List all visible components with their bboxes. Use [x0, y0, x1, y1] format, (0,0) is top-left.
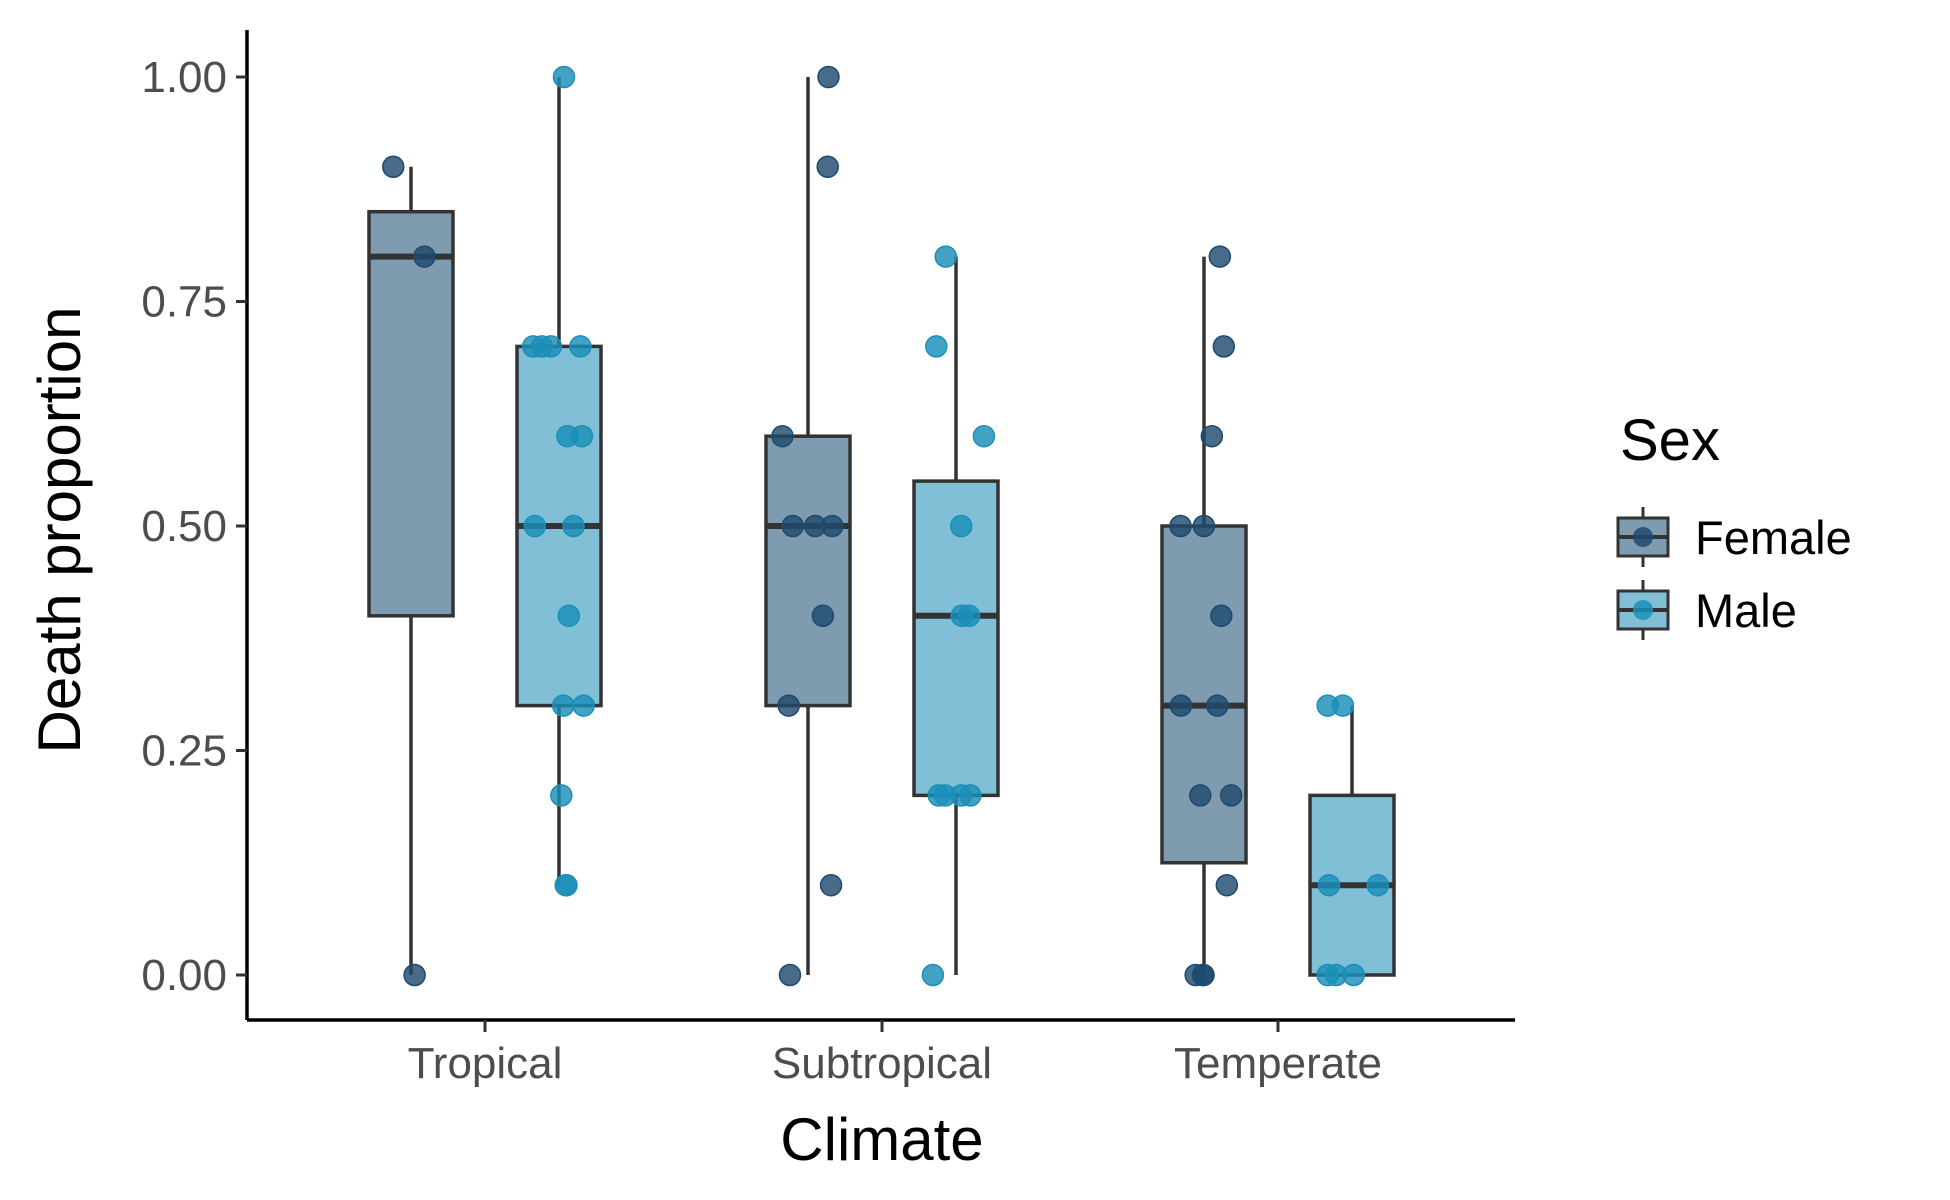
- data-point: [1212, 335, 1236, 358]
- data-point: [949, 514, 973, 538]
- data-point: [1208, 245, 1232, 268]
- data-point: [1200, 424, 1224, 448]
- data-point: [1219, 784, 1243, 807]
- data-point: [921, 963, 945, 987]
- data-point: [1169, 514, 1192, 538]
- data-point: [530, 335, 554, 358]
- data-point: [1316, 694, 1339, 717]
- box-male-tropical: [515, 77, 603, 886]
- legend-point: [1633, 527, 1653, 547]
- legend: Sex Female Male: [1616, 408, 1852, 640]
- y-axis: 0.00 0.25 0.50 0.75 1.00: [141, 30, 249, 1020]
- data-point: [777, 694, 800, 717]
- data-point: [413, 245, 436, 268]
- x-axis-title: Climate: [780, 1106, 983, 1173]
- plot-area: [367, 65, 1396, 987]
- data-point: [811, 604, 835, 628]
- data-point: [950, 604, 974, 628]
- data-point: [572, 694, 595, 717]
- data-point: [1192, 514, 1216, 538]
- legend-title: Sex: [1620, 408, 1720, 473]
- y-tick-label: 0.50: [141, 502, 227, 551]
- box-female-temperate: [1160, 256, 1248, 975]
- data-point: [1206, 694, 1229, 717]
- data-point: [569, 335, 592, 358]
- data-point: [1366, 873, 1390, 897]
- data-point: [403, 963, 426, 987]
- box-rect: [367, 209, 455, 618]
- x-tick-label: Tropical: [408, 1039, 563, 1088]
- data-point: [556, 424, 579, 448]
- box-male-temperate: [1308, 705, 1396, 977]
- data-point: [934, 245, 958, 268]
- x-axis: Tropical Subtropical Temperate: [247, 1018, 1515, 1088]
- data-point: [771, 424, 794, 448]
- y-tick-label: 0.25: [141, 727, 227, 776]
- data-point: [1192, 963, 1215, 987]
- data-point: [554, 873, 577, 897]
- data-point: [552, 65, 576, 89]
- data-point: [817, 65, 840, 89]
- box-female-tropical: [367, 166, 455, 975]
- legend-key-female: [1616, 507, 1670, 567]
- data-point: [557, 604, 581, 628]
- data-point: [778, 963, 802, 987]
- points-female-subtropical: [771, 65, 844, 987]
- data-point: [819, 873, 843, 897]
- points-female-tropical: [381, 155, 436, 987]
- x-tick-label: Temperate: [1174, 1039, 1382, 1088]
- data-point: [1317, 873, 1341, 897]
- data-point: [821, 514, 844, 538]
- data-point: [925, 335, 948, 358]
- data-point: [381, 155, 405, 179]
- y-axis-title: Death proportion: [26, 307, 93, 754]
- data-point: [562, 514, 585, 538]
- data-point: [1210, 604, 1233, 628]
- legend-label-male: Male: [1695, 584, 1797, 637]
- data-point: [1215, 873, 1239, 897]
- box-rect: [1160, 524, 1248, 865]
- data-point: [523, 514, 547, 538]
- legend-label-female: Female: [1695, 511, 1852, 564]
- box-rect: [764, 434, 852, 708]
- data-point: [816, 155, 839, 179]
- y-tick-label: 0.00: [141, 951, 227, 1000]
- data-point: [927, 784, 951, 807]
- y-tick-label: 1.00: [141, 53, 227, 102]
- data-point: [550, 784, 573, 807]
- data-point: [552, 694, 575, 717]
- data-point: [1342, 963, 1365, 987]
- points-male-tropical: [521, 65, 595, 897]
- series-male: [515, 65, 1396, 987]
- data-point: [1189, 784, 1212, 807]
- legend-key-male: [1616, 580, 1670, 640]
- legend-point: [1633, 600, 1653, 620]
- points-male-temperate: [1316, 694, 1390, 987]
- points-male-subtropical: [921, 245, 996, 987]
- data-point: [1169, 694, 1193, 717]
- points-female-temperate: [1169, 245, 1243, 987]
- series-female: [367, 65, 1248, 987]
- data-point: [781, 514, 805, 538]
- data-point: [972, 424, 996, 448]
- x-tick-label: Subtropical: [772, 1039, 992, 1088]
- y-tick-label: 0.75: [141, 278, 227, 327]
